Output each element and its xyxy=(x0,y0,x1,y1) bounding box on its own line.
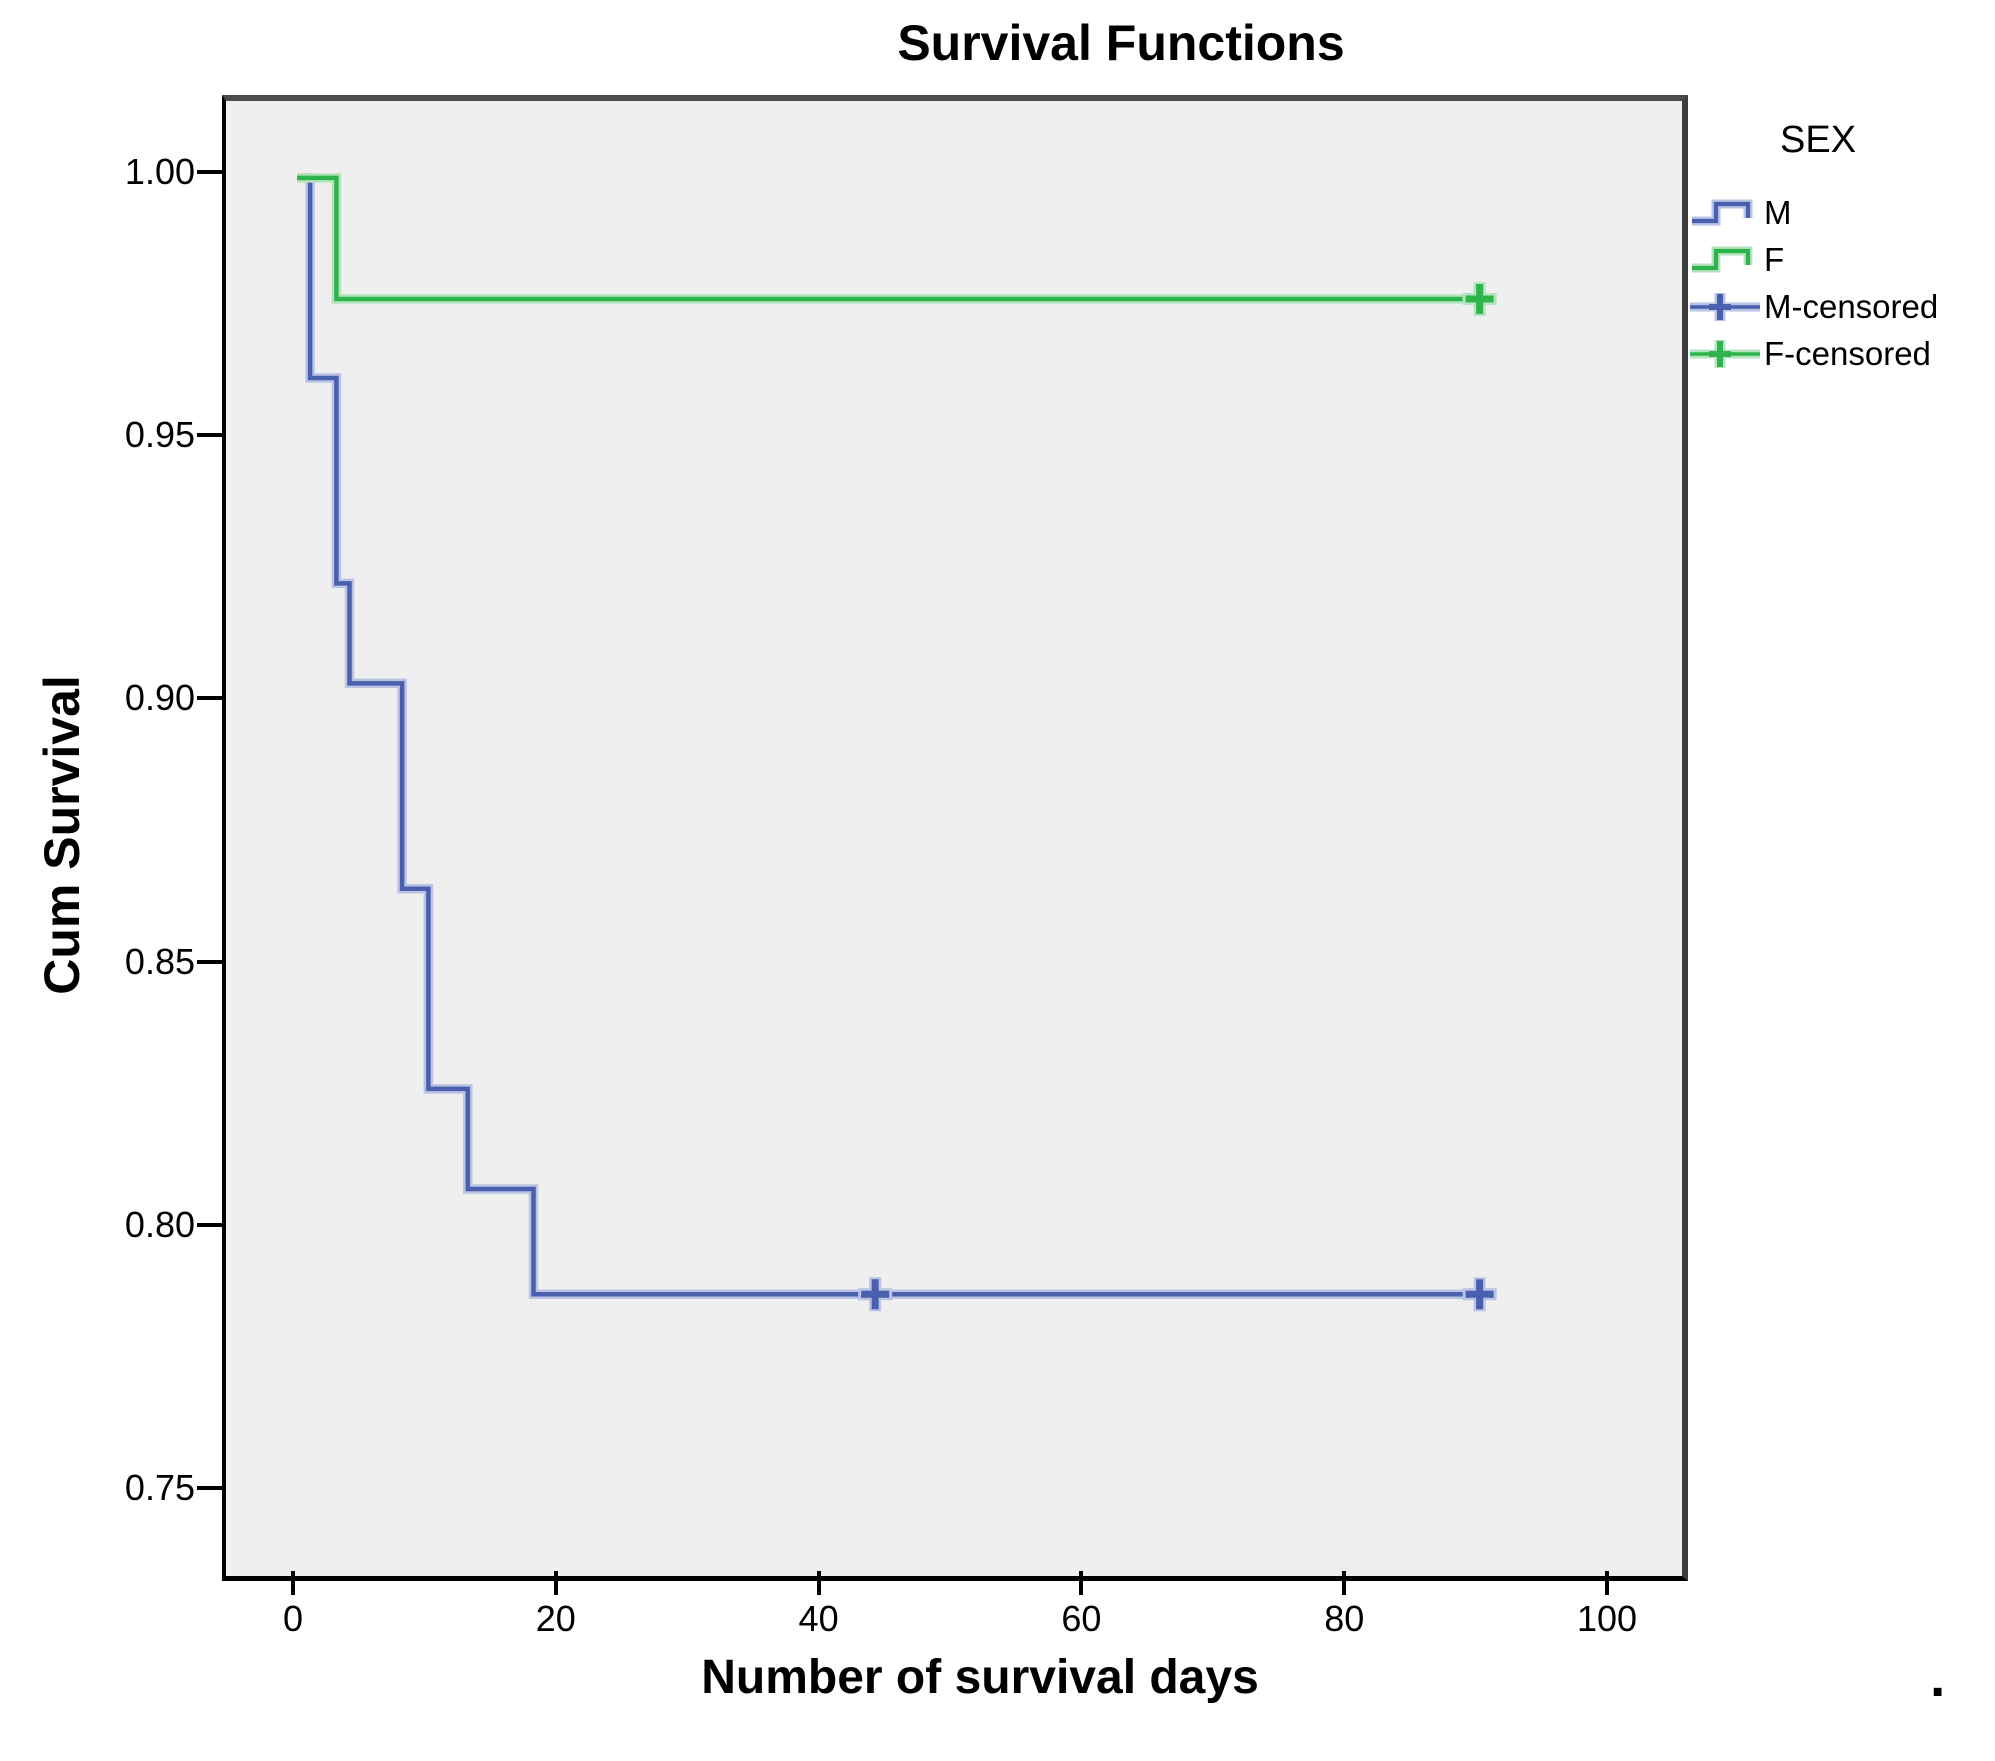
series-M-line-halo xyxy=(297,173,1480,1300)
step-line-swatch-icon xyxy=(1692,246,1753,273)
legend-item-m-censored: M-censored xyxy=(1690,288,1995,325)
x-tick-label: 40 xyxy=(798,1598,839,1639)
x-tick-mark xyxy=(553,1571,558,1595)
x-axis-title: Number of survival days xyxy=(701,1651,1259,1704)
y-tick-label: 0.75 xyxy=(124,1467,195,1509)
x-tick-mark xyxy=(1605,1571,1610,1595)
y-tick-label: 0.90 xyxy=(124,677,195,719)
y-tick-label: 0.80 xyxy=(124,1204,195,1246)
x-tick-label: 0 xyxy=(282,1598,303,1639)
y-tick-label: 0.85 xyxy=(124,940,195,982)
y-tick-mark xyxy=(197,1223,222,1228)
legend-label: M xyxy=(1764,194,1792,231)
x-tick-mark xyxy=(816,1571,821,1595)
legend-item-f-censored: F-censored xyxy=(1690,335,1995,372)
series-F-line-halo xyxy=(297,173,1480,304)
legend-item-m: M xyxy=(1690,194,1995,231)
x-tick-label: 60 xyxy=(1061,1598,1102,1639)
legend-label: F xyxy=(1764,241,1785,278)
legend-title: SEX xyxy=(1780,119,1857,161)
x-tick-label: 100 xyxy=(1576,1598,1638,1639)
series-F-line xyxy=(297,175,1480,302)
y-tick-label: 1.00 xyxy=(124,150,195,192)
x-tick-mark xyxy=(1342,1571,1347,1595)
censored-marker-swatch-icon xyxy=(1690,340,1760,368)
legend-label: M-censored xyxy=(1764,288,1939,325)
y-tick-label: 0.95 xyxy=(124,414,195,456)
chart-title: Survival Functions xyxy=(897,15,1345,71)
x-tick-mark xyxy=(1079,1571,1084,1595)
x-tick-mark xyxy=(290,1571,295,1595)
y-tick-mark xyxy=(197,696,222,701)
legend: SEX M F M-censored F-censored xyxy=(1690,118,1995,384)
x-tick-label: 20 xyxy=(535,1598,576,1639)
y-tick-mark xyxy=(197,1486,222,1491)
legend-item-f: F xyxy=(1690,241,1995,278)
legend-items: M F M-censored F-censored xyxy=(1690,194,1995,372)
plot-area xyxy=(222,95,1688,1581)
censored-marker-swatch-icon xyxy=(1690,293,1760,321)
y-tick-mark xyxy=(197,959,222,964)
y-tick-mark xyxy=(197,169,222,174)
legend-label: F-censored xyxy=(1764,335,1931,372)
y-tick-mark xyxy=(197,433,222,438)
survival-curves-svg xyxy=(297,173,1497,1312)
x-tick-label: 80 xyxy=(1324,1598,1365,1639)
step-line-swatch-icon xyxy=(1692,199,1753,226)
y-axis-title: Cum Survival xyxy=(34,675,90,995)
caption-period: . xyxy=(1930,1646,1946,1708)
series-M-line xyxy=(297,175,1480,1297)
